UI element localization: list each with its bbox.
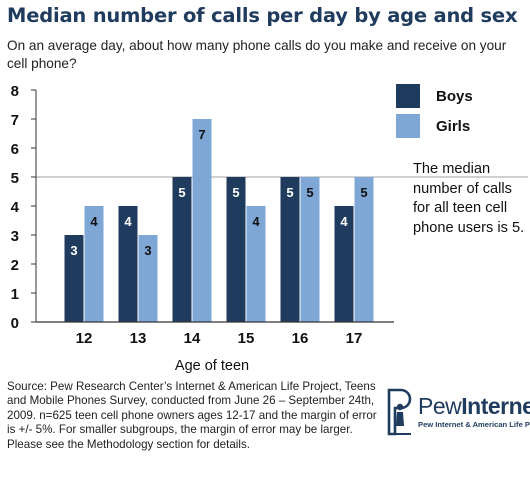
data-label-boys-13: 4	[124, 214, 132, 229]
bar-boys-12	[64, 235, 84, 322]
legend-swatch-girls	[396, 114, 420, 138]
logo-word-pew: Pew	[418, 393, 462, 419]
legend-label-boys: Boys	[436, 87, 473, 105]
chart-title: Median number of calls per day by age an…	[7, 4, 518, 27]
y-tick-label-3: 3	[11, 228, 19, 245]
data-label-boys-16: 5	[286, 185, 293, 200]
y-tick-label-8: 8	[11, 83, 19, 100]
data-label-boys-15: 5	[232, 185, 239, 200]
data-label-girls-16: 5	[306, 185, 313, 200]
y-tick-label-7: 7	[11, 112, 19, 129]
median-annotation: The median number of calls for all teen …	[413, 161, 525, 236]
y-tick-label-1: 1	[11, 286, 19, 303]
y-tick-label-4: 4	[11, 199, 20, 216]
x-tick-label-13: 13	[130, 330, 147, 347]
x-tick-label-17: 17	[346, 330, 363, 347]
logo-word-internet: Internet	[461, 393, 530, 419]
bar-boys-13	[118, 206, 138, 322]
data-label-girls-15: 4	[252, 214, 260, 229]
y-tick-label-2: 2	[11, 257, 19, 274]
bar-boys-14	[172, 177, 192, 322]
bar-girls-13	[138, 235, 158, 322]
data-label-boys-17: 4	[340, 214, 348, 229]
bar-girls-16	[300, 177, 320, 322]
x-axis-label: Age of teen	[175, 358, 249, 374]
data-label-boys-14: 5	[178, 185, 185, 200]
bar-girls-14	[192, 119, 212, 322]
bar-girls-17	[354, 177, 374, 322]
data-label-girls-12: 4	[90, 214, 98, 229]
data-label-girls-13: 3	[144, 243, 151, 258]
y-tick-label-5: 5	[11, 170, 19, 187]
legend-swatch-boys	[396, 84, 420, 108]
data-label-girls-17: 5	[360, 185, 367, 200]
x-tick-label-16: 16	[292, 330, 309, 347]
logo-tagline: Pew Internet & American Life Project	[418, 420, 530, 429]
x-tick-label-15: 15	[238, 330, 255, 347]
legend-item-boys: Boys	[396, 84, 473, 108]
legend-label-girls: Girls	[436, 117, 471, 135]
pew-logo-icon	[387, 388, 412, 436]
bar-girls-15	[246, 206, 266, 322]
bar-boys-15	[226, 177, 246, 322]
data-label-girls-14: 7	[198, 127, 205, 142]
chart-subtitle: On an average day, about how many phone …	[7, 38, 507, 71]
x-tick-label-14: 14	[184, 330, 201, 347]
bar-boys-17	[334, 206, 354, 322]
y-tick-label-6: 6	[11, 141, 19, 158]
data-label-boys-12: 3	[70, 243, 77, 258]
y-tick-label-0: 0	[11, 315, 19, 332]
source-note: Source: Pew Research Center’s Internet &…	[7, 380, 377, 451]
x-tick-label-12: 12	[76, 330, 93, 347]
bar-girls-12	[84, 206, 104, 322]
bar-boys-16	[280, 177, 300, 322]
legend-item-girls: Girls	[396, 114, 470, 138]
